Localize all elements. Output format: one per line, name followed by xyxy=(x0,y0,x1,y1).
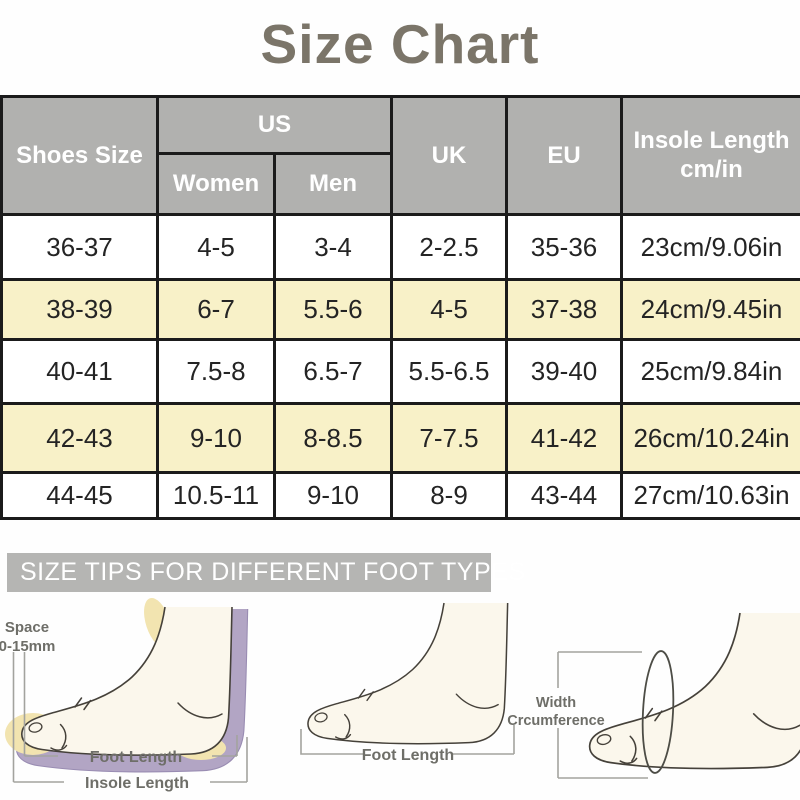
col-header-us-men: Men xyxy=(273,152,393,216)
col-header-insole-length: Insole Length cm/in xyxy=(620,95,800,216)
col-header-shoes-size: Shoes Size xyxy=(0,95,159,216)
cell-uk: 2-2.5 xyxy=(390,213,508,281)
cell-us-women: 6-7 xyxy=(156,278,276,341)
cell-uk: 5.5-6.5 xyxy=(390,338,508,405)
cell-us-men: 8-8.5 xyxy=(273,402,393,474)
insole-header-line1: Insole Length xyxy=(633,126,790,154)
cell-shoes-size: 42-43 xyxy=(0,402,159,474)
cell-insole: 26cm/10.24in xyxy=(620,402,800,474)
table-row: 42-43 9-10 8-8.5 7-7.5 41-42 26cm/10.24i… xyxy=(0,402,800,474)
cell-insole: 23cm/9.06in xyxy=(620,213,800,281)
foot-length-label-middle: Foot Length xyxy=(362,747,454,764)
col-header-eu: EU xyxy=(505,95,623,216)
cell-shoes-size: 38-39 xyxy=(0,278,159,341)
cell-us-women: 10.5-11 xyxy=(156,471,276,520)
cell-eu: 43-44 xyxy=(505,471,623,520)
circumference-ring xyxy=(641,650,675,774)
cell-eu: 35-36 xyxy=(505,213,623,281)
cell-insole: 25cm/9.84in xyxy=(620,338,800,405)
cell-us-women: 9-10 xyxy=(156,402,276,474)
cell-us-men: 3-4 xyxy=(273,213,393,281)
foot-measurement-illustration: Space 0-15mm Foot Length Insole Length F… xyxy=(0,597,800,792)
width-label-line2: Crcumference xyxy=(507,713,605,729)
width-label-line1: Width xyxy=(536,695,576,711)
cell-us-men: 5.5-6 xyxy=(273,278,393,341)
cell-us-men: 6.5-7 xyxy=(273,338,393,405)
cell-shoes-size: 40-41 xyxy=(0,338,159,405)
space-label-line2: 0-15mm xyxy=(0,638,55,655)
cell-us-women: 7.5-8 xyxy=(156,338,276,405)
measurement-lines xyxy=(12,651,648,783)
table-row: 38-39 6-7 5.5-6 4-5 37-38 24cm/9.45in xyxy=(0,278,800,341)
col-header-us: US xyxy=(156,95,393,155)
foot-length-insole-diagram xyxy=(5,597,249,773)
insole-header-line2: cm/in xyxy=(680,155,743,183)
cell-insole: 24cm/9.45in xyxy=(620,278,800,341)
cell-shoes-size: 44-45 xyxy=(0,471,159,520)
cell-uk: 4-5 xyxy=(390,278,508,341)
foot-outline xyxy=(307,602,509,745)
cell-us-men: 9-10 xyxy=(273,471,393,520)
cell-insole: 27cm/10.63in xyxy=(620,471,800,520)
col-header-us-women: Women xyxy=(156,152,276,216)
col-header-uk: UK xyxy=(390,95,508,216)
table-row: 36-37 4-5 3-4 2-2.5 35-36 23cm/9.06in xyxy=(0,213,800,281)
cell-eu: 39-40 xyxy=(505,338,623,405)
size-chart-table: Shoes Size US UK EU Insole Length cm/in … xyxy=(0,95,800,520)
cell-us-women: 4-5 xyxy=(156,213,276,281)
header-row-top: Shoes Size US UK EU Insole Length cm/in xyxy=(0,95,800,216)
table-row: 44-45 10.5-11 9-10 8-9 43-44 27cm/10.63i… xyxy=(0,471,800,520)
cell-eu: 41-42 xyxy=(505,402,623,474)
cell-eu: 37-38 xyxy=(505,278,623,341)
cell-uk: 8-9 xyxy=(390,471,508,520)
table-row: 40-41 7.5-8 6.5-7 5.5-6.5 39-40 25cm/9.8… xyxy=(0,338,800,405)
width-circumference-diagram xyxy=(588,612,800,770)
insole-length-label: Insole Length xyxy=(85,775,189,792)
space-label-line1: Space xyxy=(5,619,49,636)
page-title: Size Chart xyxy=(260,13,540,75)
cell-uk: 7-7.5 xyxy=(390,402,508,474)
foot-outline xyxy=(588,612,800,770)
foot-length-diagram xyxy=(307,602,509,745)
cell-shoes-size: 36-37 xyxy=(0,213,159,281)
foot-length-label-left: Foot Length xyxy=(90,749,182,766)
foot-outline xyxy=(21,606,233,756)
tips-banner: SIZE TIPS FOR DIFFERENT FOOT TYPES xyxy=(7,553,525,592)
header-row-sub: Women Men xyxy=(2,152,800,216)
